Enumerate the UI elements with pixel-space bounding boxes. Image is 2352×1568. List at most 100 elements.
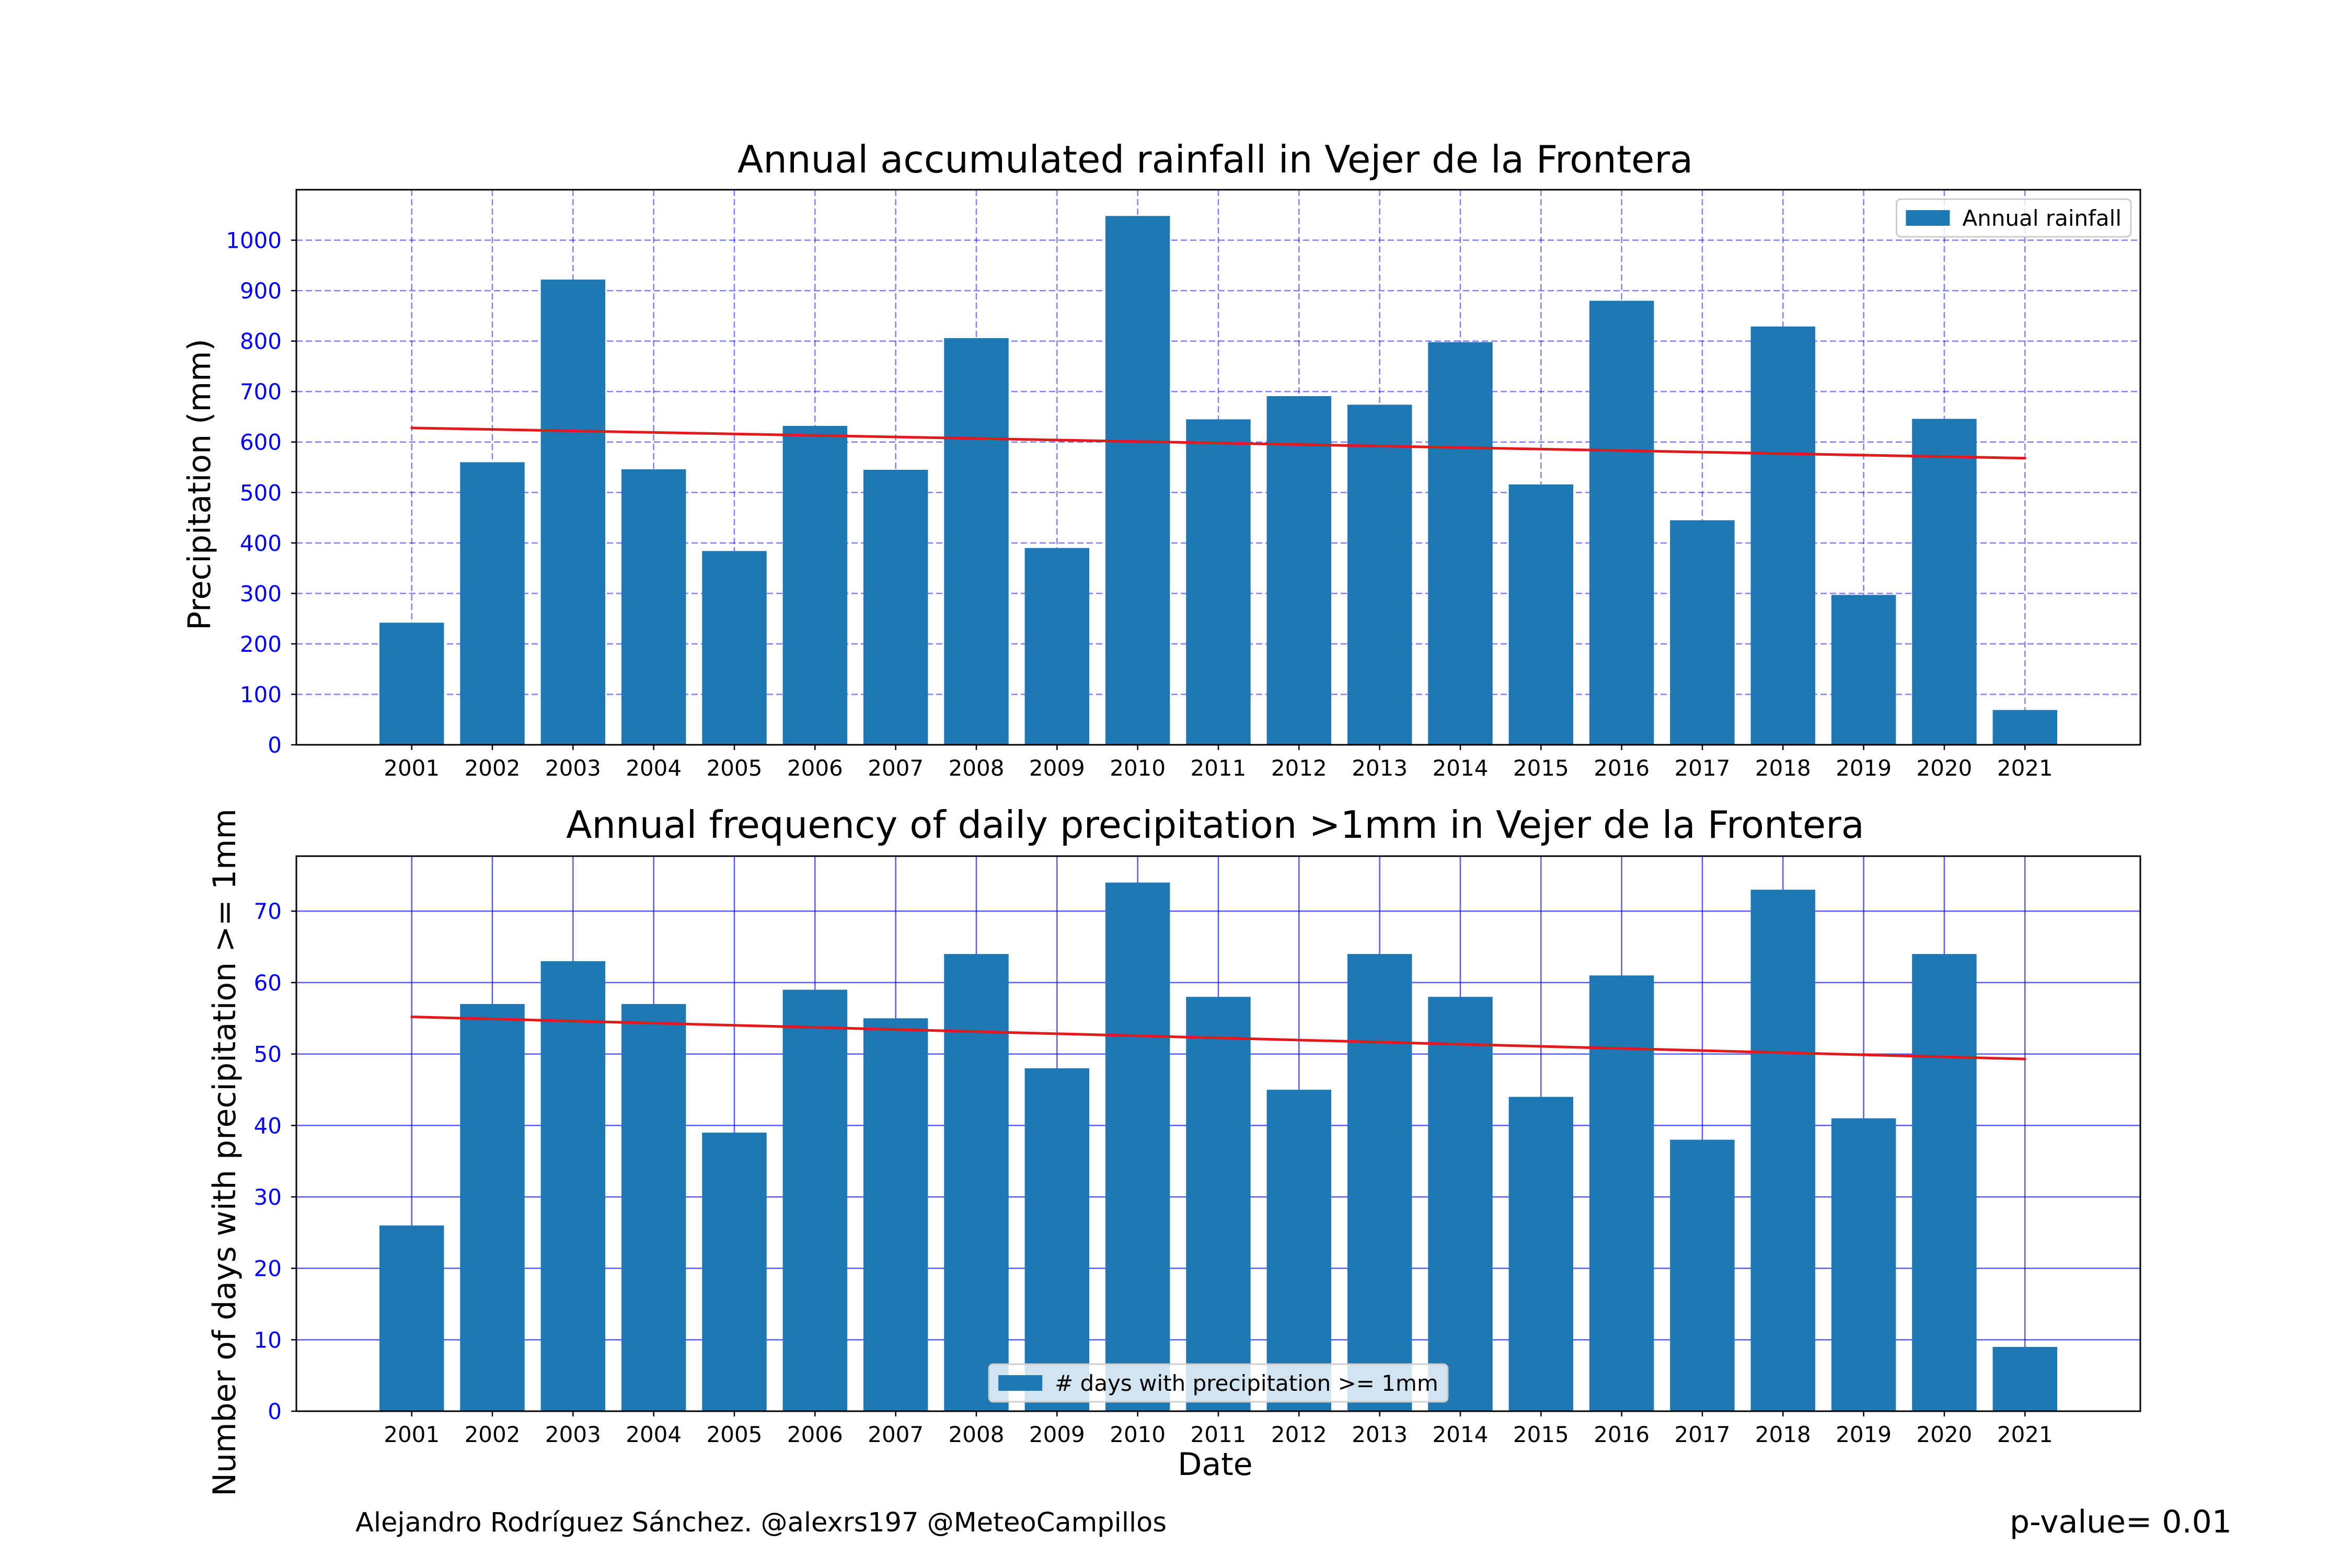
x-tick-label: 2014 (1433, 1422, 1489, 1447)
x-tick-label: 2001 (384, 1422, 440, 1447)
x-tick-label: 2017 (1675, 755, 1731, 781)
rain-days-bars (379, 882, 2058, 1411)
bar-2017 (1670, 520, 1735, 745)
rainfall-chart: Annual accumulated rainfall in Vejer de … (181, 137, 2141, 781)
x-tick-label: 2011 (1191, 755, 1247, 781)
bar-2019 (1831, 1118, 1896, 1411)
y-tick-label: 0 (268, 732, 282, 758)
x-tick-label: 2016 (1594, 1422, 1650, 1447)
bar-2020 (1912, 419, 1977, 745)
bar-2007 (863, 469, 928, 745)
bar-2012 (1266, 396, 1332, 745)
x-tick-label: 2009 (1029, 755, 1085, 781)
rainfall-bars (379, 216, 2058, 745)
y-tick-label: 100 (240, 682, 282, 707)
y-tick-label: 700 (240, 379, 282, 405)
rain-days-chart: Annual frequency of daily precipitation … (206, 803, 2141, 1496)
x-tick-label: 2002 (465, 1422, 521, 1447)
x-tick-label: 2021 (1997, 1422, 2053, 1447)
x-tick-label: 2004 (626, 1422, 682, 1447)
x-tick-label: 2018 (1755, 1422, 1811, 1447)
bar-2021 (1992, 1346, 2058, 1411)
bar-2011 (1186, 419, 1251, 745)
bar-2003 (540, 279, 606, 745)
x-tick-label: 2008 (949, 755, 1005, 781)
bar-2009 (1024, 1068, 1090, 1411)
y-tick-label: 10 (254, 1327, 282, 1353)
x-tick-label: 2020 (1917, 755, 1973, 781)
x-tick-label: 2007 (868, 1422, 924, 1447)
bar-2010 (1105, 882, 1170, 1411)
x-tick-label: 2017 (1675, 1422, 1731, 1447)
x-tick-label: 2009 (1029, 1422, 1085, 1447)
y-tick-label: 1000 (226, 228, 282, 253)
x-tick-label: 2001 (384, 755, 440, 781)
x-tick-label: 2016 (1594, 755, 1650, 781)
bar-2001 (379, 1225, 444, 1411)
bar-2005 (702, 551, 767, 745)
y-tick-label: 600 (240, 430, 282, 455)
rain-days-chart-ylabel: Number of days with precipitation >= 1mm (206, 809, 243, 1496)
y-tick-label: 0 (268, 1399, 282, 1424)
trend-line (410, 426, 2026, 460)
rain-days-trend (410, 1016, 2026, 1060)
y-tick-label: 300 (240, 581, 282, 606)
x-tick-label: 2013 (1352, 1422, 1408, 1447)
bar-2008 (944, 954, 1009, 1411)
bar-2010 (1105, 216, 1170, 745)
rainfall-trend (410, 426, 2026, 460)
x-tick-label: 2021 (1997, 755, 2053, 781)
y-tick-label: 800 (240, 329, 282, 354)
bar-2002 (460, 1004, 525, 1411)
x-tick-label: 2019 (1836, 755, 1892, 781)
bar-2014 (1428, 997, 1493, 1411)
bar-2020 (1912, 954, 1977, 1411)
x-tick-label: 2003 (545, 755, 601, 781)
rain-days-legend-label: # days with precipitation >= 1mm (1055, 1370, 1438, 1396)
bar-2008 (944, 338, 1009, 745)
y-tick-label: 200 (240, 631, 282, 657)
rain-days-legend-swatch (998, 1375, 1043, 1391)
bar-2006 (782, 425, 848, 745)
x-tick-label: 2012 (1271, 1422, 1327, 1447)
rain-days-legend-box (988, 1363, 1449, 1403)
x-tick-label: 2015 (1513, 755, 1569, 781)
y-tick-label: 50 (254, 1042, 282, 1067)
x-tick-label: 2014 (1433, 755, 1489, 781)
x-tick-label: 2005 (707, 755, 763, 781)
rainfall-legend-label: Annual rainfall (1963, 205, 2122, 231)
bar-2003 (540, 961, 606, 1411)
x-tick-label: 2004 (626, 755, 682, 781)
bar-2021 (1992, 710, 2058, 745)
x-tick-label: 2015 (1513, 1422, 1569, 1447)
rainfall-chart-title: Annual accumulated rainfall in Vejer de … (737, 137, 1693, 181)
x-tick-label: 2020 (1917, 1422, 1973, 1447)
x-tick-label: 2018 (1755, 755, 1811, 781)
y-tick-label: 60 (254, 970, 282, 996)
x-tick-label: 2008 (949, 1422, 1005, 1447)
bar-2009 (1024, 548, 1090, 745)
bar-2014 (1428, 342, 1493, 745)
y-tick-label: 70 (254, 898, 282, 924)
rainfall-ticks: 0 100 200 300 400 500 600 700 800 900 1000 2001 2002… (226, 228, 2053, 781)
bar-2007 (863, 1018, 928, 1411)
y-tick-label: 900 (240, 278, 282, 304)
bar-2016 (1589, 975, 1654, 1411)
bar-2012 (1266, 1089, 1332, 1411)
bar-2011 (1186, 997, 1251, 1411)
rain-days-chart-title: Annual frequency of daily precipitation … (566, 803, 1864, 847)
x-tick-label: 2006 (787, 755, 843, 781)
trend-line (410, 1016, 2026, 1060)
rainfall-chart-ylabel: Precipitation (mm) (181, 339, 218, 630)
bar-2018 (1750, 890, 1816, 1411)
p-value-label: p-value= 0.01 (2010, 1504, 2232, 1540)
x-tick-label: 2011 (1191, 1422, 1247, 1447)
rainfall-legend: Annual rainfall (1896, 198, 2132, 238)
bar-2002 (460, 462, 525, 745)
bar-2005 (702, 1132, 767, 1411)
x-tick-label: 2019 (1836, 1422, 1892, 1447)
y-tick-label: 30 (254, 1184, 282, 1210)
bar-2015 (1508, 484, 1574, 745)
x-tick-label: 2003 (545, 1422, 601, 1447)
x-tick-label: 2007 (868, 755, 924, 781)
